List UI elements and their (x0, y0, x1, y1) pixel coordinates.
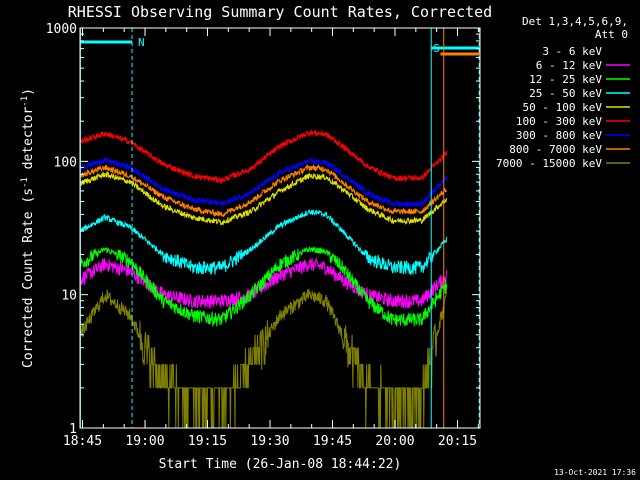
series-line-8 (79, 289, 448, 429)
x-tick-label-1: 19:00 (125, 434, 164, 449)
y-tick-label-1: 10 (61, 289, 77, 304)
series-line-6 (79, 157, 448, 209)
x-tick-label-5: 20:00 (375, 434, 414, 449)
legend-label-4: 50 - 100 keV (523, 101, 603, 114)
legend-label-1: 6 - 12 keV (536, 59, 603, 72)
y-axis-label: Corrected Count Rate (s-1 detector-1) (20, 88, 36, 368)
generation-timestamp: 13-Oct-2021 17:36 (554, 468, 636, 477)
chart-title: RHESSI Observing Summary Count Rates, Co… (68, 3, 492, 21)
x-tick-label-3: 19:30 (250, 434, 289, 449)
flag-label-s: S (433, 42, 440, 55)
axes-group: 18:45 19:00 19:15 19:30 19:45 20:00 20:15 1 10 10… (46, 22, 480, 449)
x-tick-label-2: 19:15 (188, 434, 227, 449)
legend-label-5: 100 - 300 keV (516, 115, 602, 128)
legend-label-3: 25 - 50 keV (529, 87, 602, 100)
series-line-1 (79, 257, 448, 309)
legend-label-8: 7000 - 15000 keV (496, 157, 602, 170)
y-tick-label-3: 1000 (46, 22, 77, 37)
x-tick-label-4: 19:45 (313, 434, 352, 449)
flag-label-n: N (138, 36, 145, 49)
y-tick-label-2: 100 (54, 155, 77, 170)
series-line-0 (79, 271, 448, 429)
series-group (79, 129, 448, 429)
y-axis-label-mid: detector (21, 107, 36, 178)
y-tick-label-0: 1 (69, 422, 77, 437)
y-axis-label-end: ) (21, 88, 36, 96)
legend-header-2: Att 0 (595, 28, 628, 41)
x-tick-label-0: 18:45 (63, 434, 102, 449)
series-line-2 (79, 246, 448, 327)
y-axis-label-main: Corrected Count Rate (s (21, 188, 36, 368)
legend-header-1: Det 1,3,4,5,6,9, (522, 15, 628, 28)
x-axis-label: Start Time (26-Jan-08 18:44:22) (159, 457, 402, 472)
plot-frame (79, 27, 481, 429)
legend-label-2: 12 - 25 keV (529, 73, 602, 86)
series-line-3 (79, 209, 448, 275)
x-tick-label-6: 20:15 (438, 434, 477, 449)
legend-label-0: 3 - 6 keV (542, 45, 602, 58)
legend-label-6: 300 - 800 keV (516, 129, 602, 142)
series-line-7 (79, 163, 447, 218)
y-axis-label-sup2: -1 (20, 96, 30, 107)
series-line-5 (79, 129, 448, 185)
y-axis-label-sup1: -1 (20, 177, 30, 188)
legend-label-7: 800 - 7000 keV (509, 143, 602, 156)
series-line-4 (79, 170, 448, 226)
